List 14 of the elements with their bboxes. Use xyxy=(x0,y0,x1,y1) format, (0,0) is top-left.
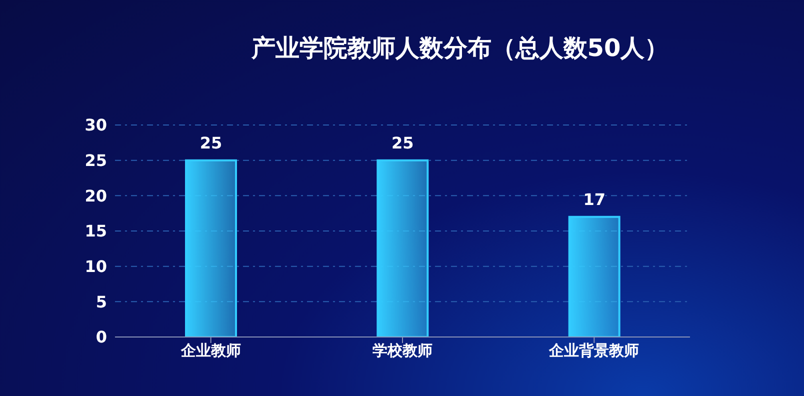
x-tick-label: 学校教师 xyxy=(372,342,432,360)
x-tick-label: 企业教师 xyxy=(180,342,241,360)
y-tick-label: 20 xyxy=(84,186,107,206)
chart-title: 产业学院教师人数分布（总人数50人） xyxy=(250,33,670,64)
x-tick-label: 企业背景教师 xyxy=(548,342,640,360)
data-label: 25 xyxy=(200,133,222,152)
data-label: 25 xyxy=(392,133,414,152)
y-tick-label: 30 xyxy=(84,116,107,135)
y-tick-label: 15 xyxy=(84,222,107,241)
y-tick-label: 5 xyxy=(96,292,107,312)
y-tick-label: 10 xyxy=(84,257,107,276)
data-label: 17 xyxy=(583,190,606,209)
y-tick-label: 0 xyxy=(96,328,107,347)
y-tick-label: 25 xyxy=(84,151,107,170)
